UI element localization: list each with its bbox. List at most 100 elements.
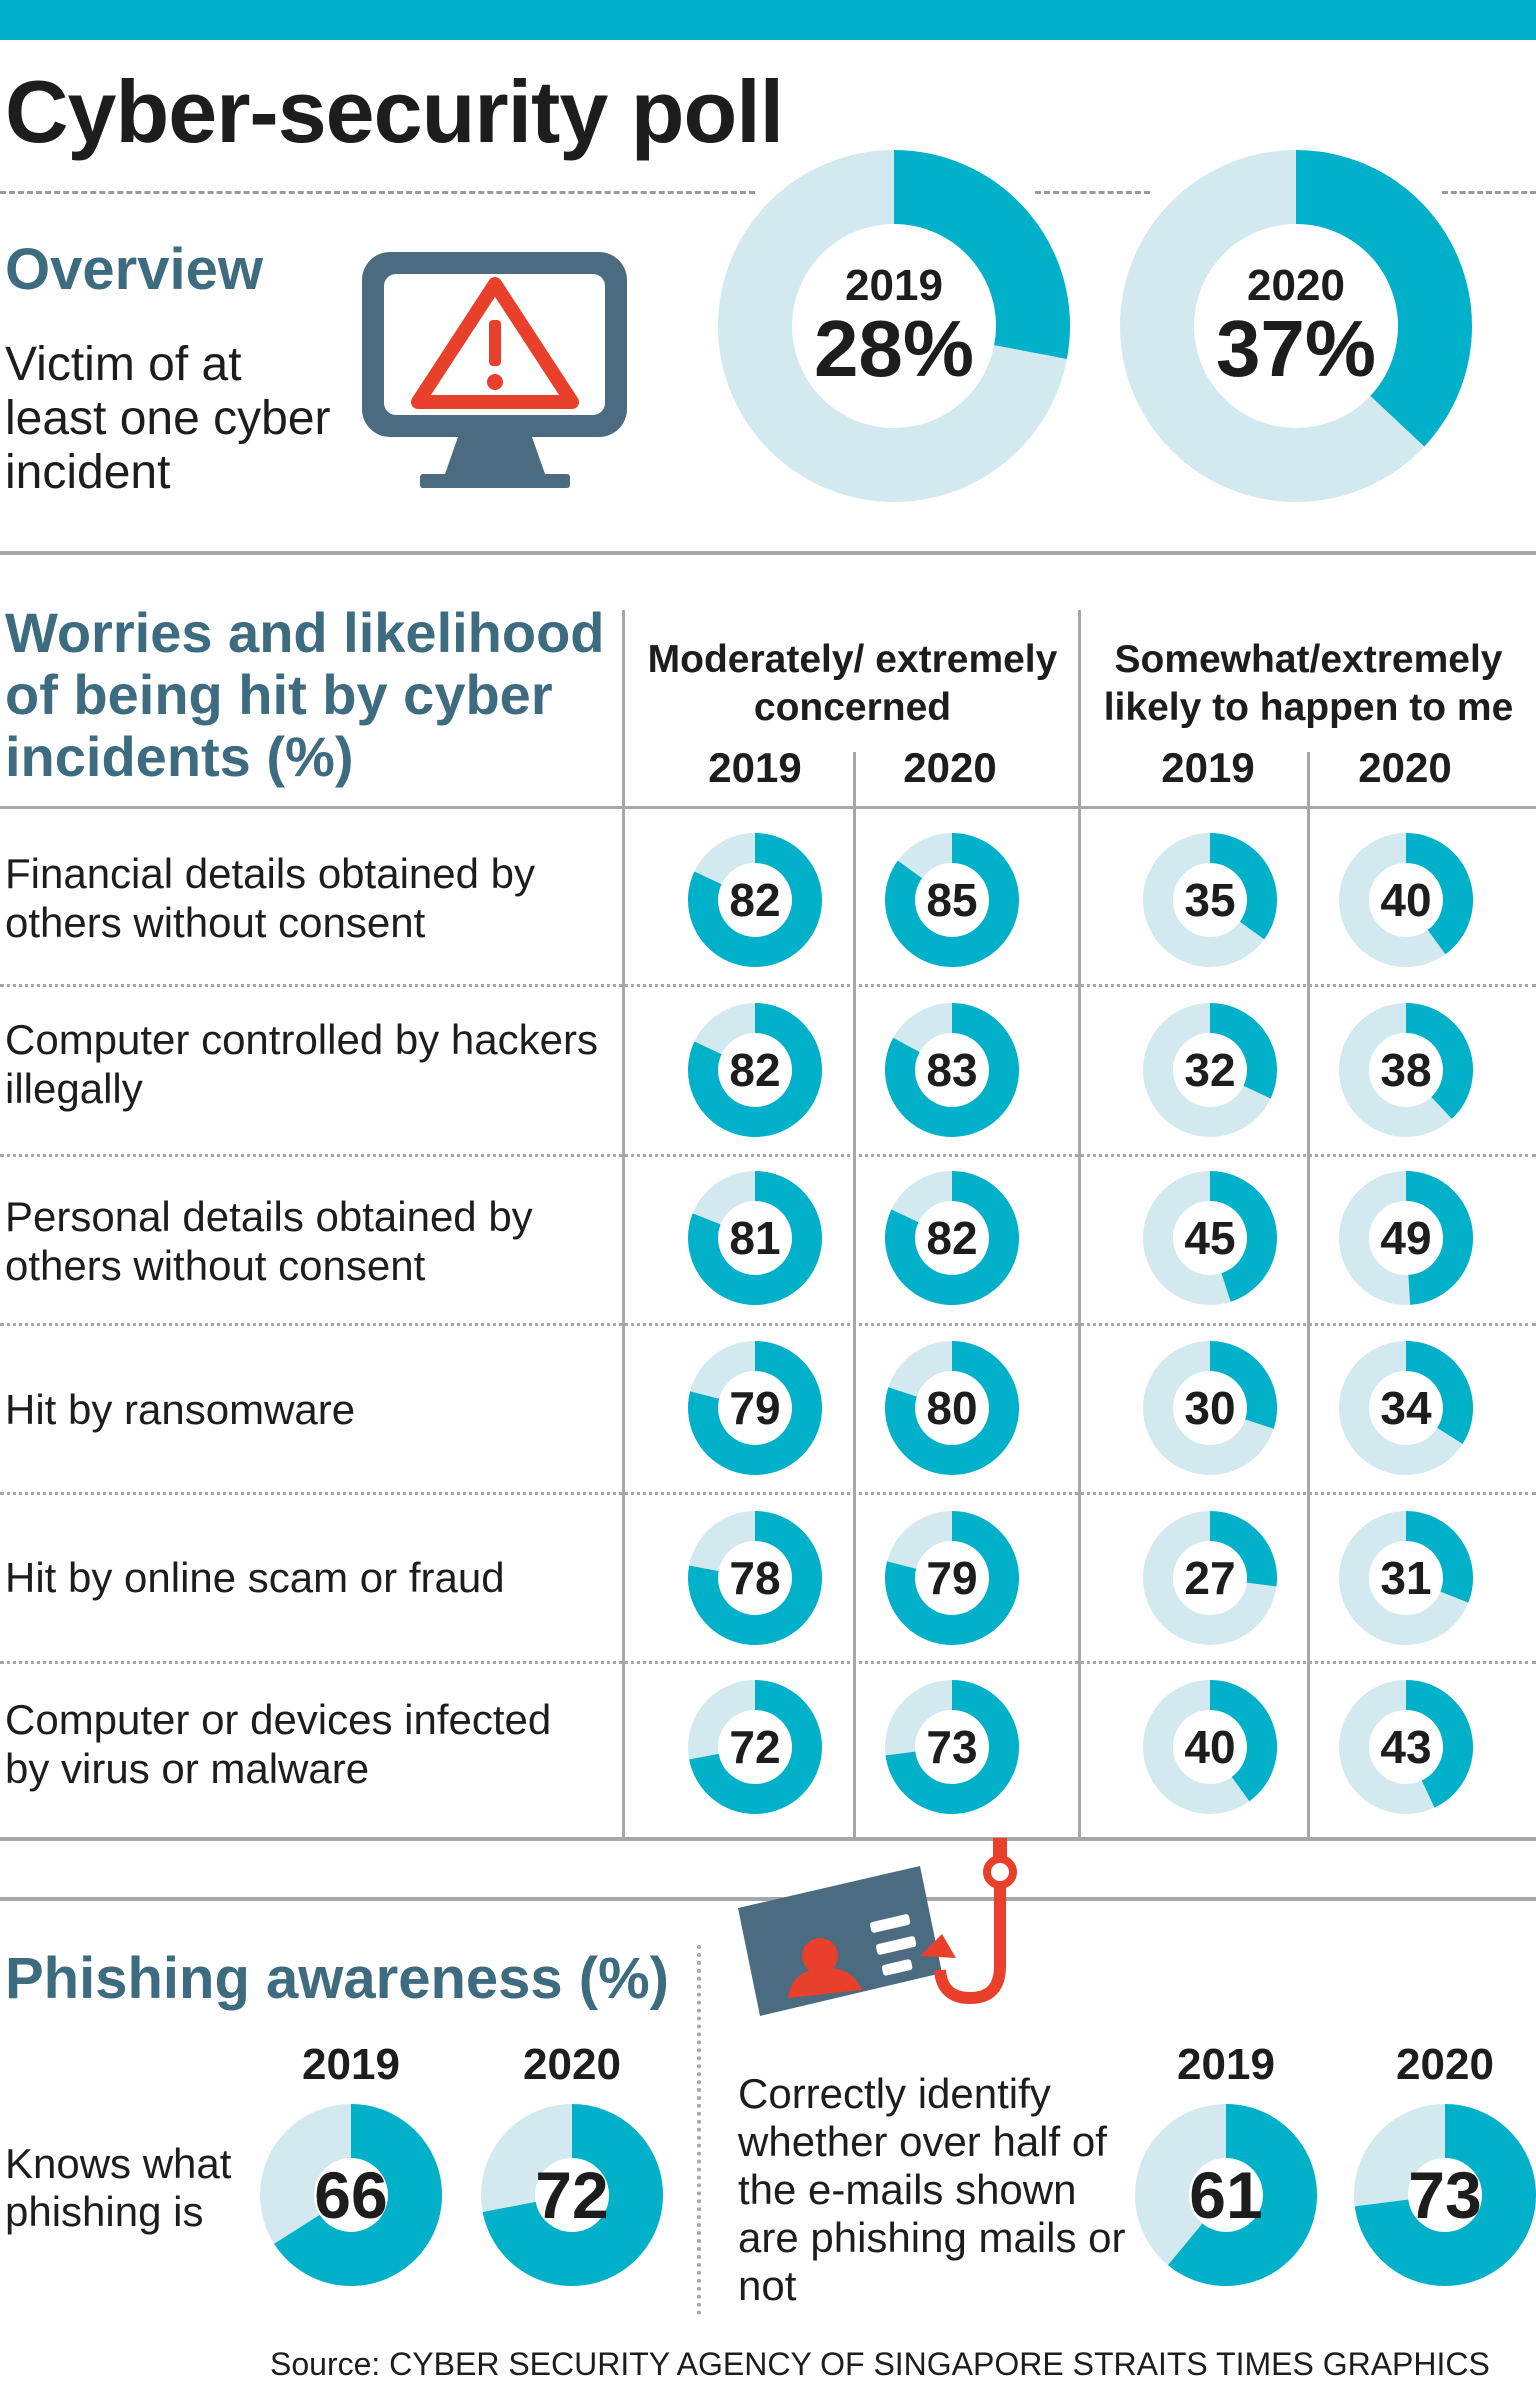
warning-monitor-icon xyxy=(362,252,627,488)
donut-r6-c3-value-arc xyxy=(1209,1680,1277,1802)
phishing-heading: Phishing awareness (%) xyxy=(5,1946,669,2011)
donut-r1-c3-value-arc xyxy=(1209,833,1277,940)
row-label: Financial details obtained by others wit… xyxy=(5,850,536,946)
row-divider xyxy=(0,1492,1536,1495)
donut-r2-c1-value-label: 82 xyxy=(729,1044,780,1096)
donut-r6-c3-value-label: 40 xyxy=(1184,1721,1235,1773)
donut-r2-c3-value-label: 32 xyxy=(1184,1044,1235,1096)
donut-r1-c3-value-label: 35 xyxy=(1184,874,1235,926)
correct-identify-label: Correctly identify whether over half of … xyxy=(738,2070,1126,2309)
year-label: 2020 xyxy=(523,2040,621,2089)
divider xyxy=(0,1897,1536,1901)
overview-2020-value-arc xyxy=(1294,150,1472,447)
donut-r2-c1-value-arc xyxy=(688,1003,822,1137)
worries-donut-grid: 82 82 81 79 78 72 85 83 82 80 79 73 35 32 45 30 27 40 40 38… xyxy=(688,833,1474,1814)
donut-r1-c1-value-label: 82 xyxy=(729,874,780,926)
donut-r5-c4-value-label: 31 xyxy=(1380,1552,1431,1604)
section-divider xyxy=(697,1945,701,2315)
donut-r3-c3-value-label: 45 xyxy=(1184,1212,1235,1264)
year-label: 2020 xyxy=(1396,2040,1494,2089)
donut-r1-c4-value-arc xyxy=(1405,833,1473,955)
knows-phishing-label: Knows what phishing is xyxy=(5,2140,232,2235)
row-divider xyxy=(0,1661,1536,1664)
year-label: 2020 xyxy=(1358,744,1452,791)
donut-r2-c2-value-label: 83 xyxy=(926,1044,977,1096)
donut-r5-c1-value-arc xyxy=(688,1511,822,1645)
donut-r6-c4-value-label: 43 xyxy=(1380,1721,1431,1773)
donut-r6-c4-value-arc xyxy=(1405,1680,1473,1808)
donut-r2-c4-value-label: 38 xyxy=(1380,1044,1431,1096)
donut-r5-c3-value-arc xyxy=(1209,1511,1277,1587)
divider xyxy=(0,191,755,194)
source-credit: Source: CYBER SECURITY AGENCY OF SINGAPO… xyxy=(270,2346,1490,2382)
year-label: 2020 xyxy=(903,744,997,791)
donut-r4-c2-value-arc xyxy=(885,1341,1019,1475)
overview-2019-value-arc xyxy=(892,150,1070,359)
donut-r4-c1-value-arc xyxy=(688,1341,822,1475)
correct-2020-value-arc xyxy=(1354,2104,1536,2286)
donut-r4-c4-value-arc xyxy=(1405,1341,1473,1444)
overview-label: Victim of at least one cyber incident xyxy=(5,338,331,499)
row-divider xyxy=(0,984,1536,987)
row-label: Hit by online scam or fraud xyxy=(5,1554,505,1601)
donut-r5-c4-value-arc xyxy=(1405,1511,1473,1603)
overview-2020-year: 2020 xyxy=(1247,261,1345,310)
year-label: 2019 xyxy=(1161,744,1255,791)
year-label: 2019 xyxy=(708,744,802,791)
donut-r2-c3-value-arc xyxy=(1209,1003,1277,1099)
donut-r3-c4-value-label: 49 xyxy=(1380,1212,1431,1264)
donut-r3-c1-value-arc xyxy=(688,1171,822,1305)
donut-r1-c1-value-arc xyxy=(688,833,822,967)
column-divider xyxy=(622,610,625,1838)
correct-2020-value-label: 73 xyxy=(1408,2158,1481,2232)
donut-r3-c3-value-arc xyxy=(1209,1171,1277,1302)
divider xyxy=(1442,191,1536,194)
donut-r6-c1-value-arc xyxy=(689,1680,822,1814)
year-label: 2019 xyxy=(1177,2040,1275,2089)
donut-r5-c2-value-arc xyxy=(885,1511,1019,1645)
top-accent-bar xyxy=(0,0,1536,40)
page-title: Cyber-security poll xyxy=(5,62,784,161)
row-label: Personal details obtained by others with… xyxy=(5,1193,533,1289)
donut-r3-c2-value-arc xyxy=(885,1171,1019,1305)
knows-2020-value-arc xyxy=(482,2104,663,2286)
overview-2019-value-label: 28% xyxy=(814,304,974,393)
donut-r4-c2-value-label: 80 xyxy=(926,1382,977,1434)
column-header-concerned: Moderately/ extremely concerned xyxy=(647,638,1058,729)
row-label: Computer controlled by hackers illegally xyxy=(5,1016,598,1112)
knows-2019-value-label: 66 xyxy=(314,2158,387,2232)
column-divider xyxy=(1078,610,1081,1838)
phishing-hook-id-card-icon xyxy=(738,1838,1017,2016)
donut-r3-c4-value-arc xyxy=(1405,1171,1474,1305)
divider xyxy=(1035,191,1150,194)
donut-r5-c1-value-label: 78 xyxy=(729,1552,780,1604)
donut-r6-c2-value-arc xyxy=(885,1680,1019,1814)
column-header-likely: Somewhat/extremely likely to happen to m… xyxy=(1103,638,1514,729)
donut-r2-c2-value-arc xyxy=(885,1003,1019,1137)
overview-2020-value-label: 37% xyxy=(1216,304,1376,393)
overview-heading: Overview xyxy=(5,237,263,302)
donut-r3-c2-value-label: 82 xyxy=(926,1212,977,1264)
phishing-donuts: 66 72 61 73 xyxy=(260,2104,1536,2286)
correct-2019-value-label: 61 xyxy=(1189,2158,1262,2232)
donut-r6-c1-value-label: 72 xyxy=(729,1721,780,1773)
donut-r1-c2-value-arc xyxy=(885,833,1019,967)
donut-r2-c4-value-arc xyxy=(1405,1003,1473,1119)
worries-heading: Worries and likelihood of being hit by c… xyxy=(5,601,605,788)
row-label: Hit by ransomware xyxy=(5,1386,356,1433)
donut-r4-c3-value-arc xyxy=(1209,1341,1277,1429)
divider xyxy=(0,1837,1536,1841)
donut-r4-c1-value-label: 79 xyxy=(729,1382,780,1434)
donut-r1-c4-value-label: 40 xyxy=(1380,874,1431,926)
row-label: Computer or devices infected by virus or… xyxy=(5,1696,552,1792)
donut-r6-c2-value-label: 73 xyxy=(926,1721,977,1773)
row-divider xyxy=(0,1323,1536,1326)
overview-2019-year: 2019 xyxy=(845,261,943,310)
donut-r4-c4-value-label: 34 xyxy=(1380,1382,1432,1434)
donut-r4-c3-value-label: 30 xyxy=(1184,1382,1235,1434)
correct-2019-value-arc xyxy=(1168,2104,1317,2286)
year-label: 2019 xyxy=(302,2040,400,2089)
column-divider xyxy=(1307,752,1310,1838)
